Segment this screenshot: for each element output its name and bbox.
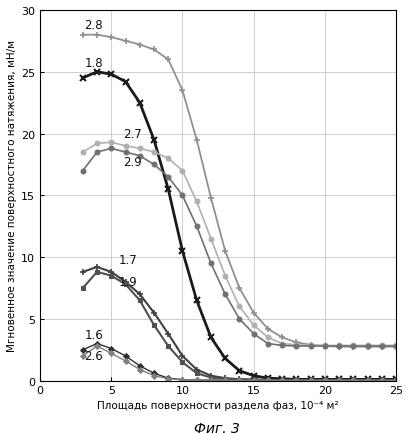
Text: 1.9: 1.9 [118, 275, 137, 288]
Text: 2.6: 2.6 [84, 349, 103, 362]
Text: 2.8: 2.8 [84, 19, 103, 32]
Text: Фиг. 3: Фиг. 3 [194, 421, 240, 434]
Text: 1.8: 1.8 [84, 57, 103, 70]
Text: 1.7: 1.7 [118, 253, 137, 266]
Text: 2.7: 2.7 [122, 128, 141, 140]
Text: 1.6: 1.6 [84, 329, 103, 341]
Text: 2.9: 2.9 [122, 156, 141, 169]
X-axis label: Площадь поверхности раздела фаз, 10⁻⁴ м²: Площадь поверхности раздела фаз, 10⁻⁴ м² [97, 400, 338, 410]
Y-axis label: Мгновенное значение поверхностного натяжения, мН/м: Мгновенное значение поверхностного натяж… [7, 40, 17, 352]
